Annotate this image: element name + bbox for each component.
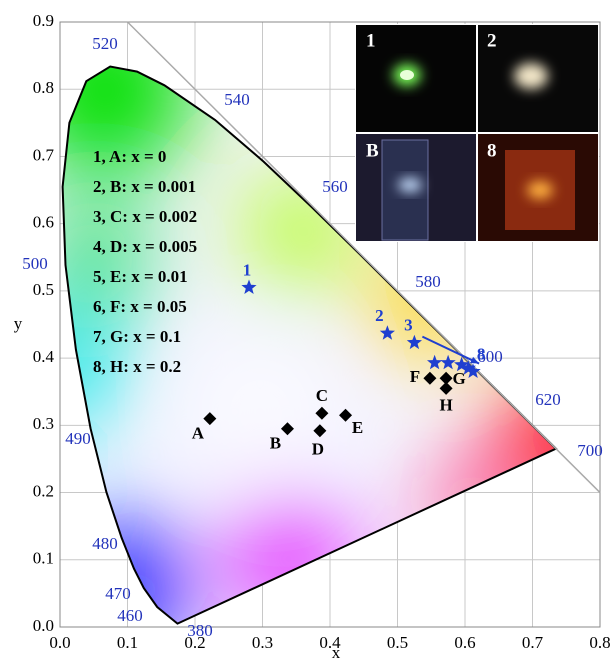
- point-label: E: [352, 418, 363, 437]
- point-label: 8: [477, 344, 486, 363]
- y-tick-label: 0.2: [33, 481, 54, 500]
- wavelength-label: 600: [477, 347, 503, 366]
- inset-label: 8: [487, 140, 497, 161]
- point-label: 2: [375, 306, 384, 325]
- point-label: 1: [243, 260, 252, 279]
- inset-label: 2: [487, 30, 497, 51]
- diamond-marker: [439, 381, 453, 395]
- diamond-marker: [313, 424, 327, 438]
- star-marker: [379, 325, 395, 340]
- star-marker: [460, 360, 476, 375]
- x-tick-label: 0.5: [387, 633, 408, 652]
- inset-label: B: [366, 140, 379, 161]
- x-axis-label: x: [332, 643, 341, 662]
- wavelength-label: 620: [535, 390, 561, 409]
- star-marker: [406, 334, 422, 350]
- arrow: [421, 335, 480, 365]
- wavelength-label: 560: [322, 177, 348, 196]
- diamond-marker: [280, 422, 294, 436]
- y-tick-label: 0.5: [33, 280, 54, 299]
- y-tick-label: 0.6: [33, 213, 54, 232]
- diamond-marker: [315, 406, 329, 420]
- legend-text: 5, E: x = 0.01: [93, 267, 188, 286]
- x-tick-label: 0.1: [117, 633, 138, 652]
- star-marker: [241, 279, 257, 294]
- y-tick-label: 0.8: [33, 78, 54, 97]
- x-tick-label: 0.2: [184, 633, 205, 652]
- x-tick-label: 0.6: [454, 633, 475, 652]
- y-tick-label: 0.9: [33, 11, 54, 30]
- x-tick-label: 0.3: [252, 633, 273, 652]
- wavelength-label: 490: [65, 429, 91, 448]
- inset-glow: [514, 63, 548, 89]
- y-tick-label: 0.7: [33, 145, 55, 164]
- y-tick-label: 0.3: [33, 414, 54, 433]
- x-tick-label: 0.8: [589, 633, 610, 652]
- point-label: B: [270, 434, 281, 453]
- wavelength-label: 470: [105, 584, 131, 603]
- point-label: 3: [404, 316, 413, 335]
- wavelength-label: 700: [577, 441, 603, 460]
- star-marker: [440, 354, 456, 370]
- wavelength-label: 480: [92, 534, 118, 553]
- point-label: D: [312, 440, 324, 459]
- star-marker: [465, 363, 481, 378]
- plot-frame: [59, 21, 601, 628]
- diamond-marker: [203, 412, 217, 426]
- legend-text: 4, D: x = 0.005: [93, 237, 197, 256]
- inset-glow: [398, 178, 422, 192]
- wavelength-label: 580: [415, 272, 441, 291]
- point-label: C: [316, 386, 328, 405]
- diamond-marker: [423, 371, 437, 385]
- y-tick-label: 0.4: [33, 347, 55, 366]
- wavelength-label: 460: [117, 606, 143, 625]
- x-tick-label: 0.0: [49, 633, 70, 652]
- y-tick-label: 0.0: [33, 616, 54, 635]
- legend-text: 1, A: x = 0: [93, 147, 166, 166]
- point-label: H: [439, 395, 452, 414]
- wavelength-label: 540: [224, 90, 250, 109]
- overlay: 0.0 0.1 0.2 0.3 0.4 0.5 0.6 0.7 0.8 0.0 0.1 0.2 0.3 0…: [14, 11, 611, 662]
- y-tick-label: 0.1: [33, 549, 54, 568]
- arrow-head: [470, 356, 480, 364]
- star-marker: [454, 356, 470, 372]
- legend-text: 3, C: x = 0.002: [93, 207, 197, 226]
- legend-text: 2, B: x = 0.001: [93, 177, 196, 196]
- point-label: F: [410, 367, 420, 386]
- wavelength-label: 500: [22, 254, 48, 273]
- tangent-line: [126, 21, 601, 494]
- inset-label: 1: [366, 30, 376, 51]
- x-tick-label: 0.7: [522, 633, 544, 652]
- x-tick-label: 0.4: [319, 633, 341, 652]
- inset-glow: [400, 70, 414, 80]
- inset-glow: [527, 181, 553, 199]
- legend-text: 7, G: x = 0.1: [93, 327, 181, 346]
- legend-text: 8, H: x = 0.2: [93, 357, 181, 376]
- point-label: G: [452, 369, 465, 388]
- diamond-marker: [439, 371, 453, 385]
- point-label: A: [192, 424, 205, 443]
- insets: [355, 24, 599, 242]
- diamond-marker: [339, 408, 353, 422]
- y-axis-label: y: [14, 314, 23, 333]
- star-marker: [427, 354, 443, 370]
- wavelength-label: 380: [187, 621, 213, 640]
- legend-text: 6, F: x = 0.05: [93, 297, 187, 316]
- wavelength-label: 520: [92, 34, 118, 53]
